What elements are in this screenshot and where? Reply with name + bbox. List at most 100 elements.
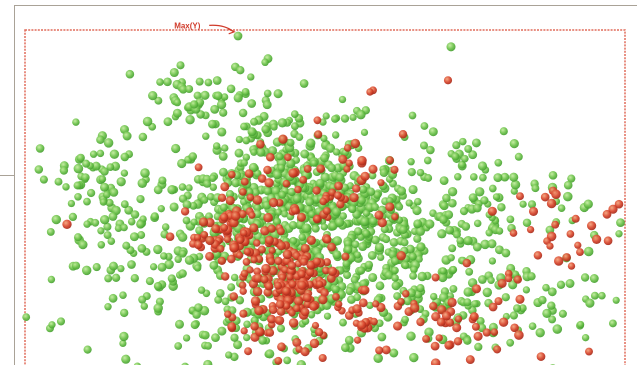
- point-s2-259: [360, 171, 370, 181]
- point-s1-315: [395, 202, 404, 211]
- point-s2-261: [227, 170, 236, 179]
- point-s2-197: [229, 242, 240, 253]
- point-s1-336: [358, 185, 368, 194]
- point-s1-1242: [547, 301, 556, 310]
- point-s1-1331: [366, 301, 374, 310]
- point-s1-1337: [391, 274, 399, 282]
- point-s1-459: [240, 159, 248, 167]
- point-s1-952: [122, 131, 132, 141]
- point-s1-1256: [390, 256, 400, 266]
- point-s2-61: [263, 212, 273, 223]
- point-s1-1374: [459, 137, 467, 146]
- point-s1-387: [238, 108, 248, 118]
- point-s2-32: [229, 292, 239, 301]
- point-s1-1384: [48, 321, 56, 329]
- point-s1-921: [210, 104, 220, 114]
- point-s2-176: [219, 212, 229, 222]
- point-s2-140: [226, 254, 236, 264]
- point-s1-1352: [454, 173, 462, 181]
- point-s2-113: [323, 235, 332, 244]
- point-s1-998: [86, 188, 96, 198]
- point-s1-665: [415, 226, 426, 236]
- point-s1-736: [452, 230, 461, 239]
- point-s2-95: [332, 293, 340, 301]
- point-s1-1164: [522, 218, 532, 228]
- point-s2-397: [352, 304, 362, 314]
- point-s1-1220: [558, 309, 567, 318]
- point-s1-1308: [401, 261, 410, 270]
- point-s1-1275: [194, 303, 203, 312]
- point-s1-812: [501, 293, 510, 302]
- point-s2-365: [453, 337, 463, 346]
- point-s2-311: [275, 315, 285, 326]
- point-s1-458: [234, 148, 244, 158]
- point-s1-631: [353, 251, 362, 259]
- point-s1-951: [46, 227, 55, 236]
- point-s1-1228: [580, 273, 590, 282]
- point-s2-239: [349, 192, 359, 203]
- point-s2-356: [504, 274, 513, 283]
- point-s1-995: [103, 190, 111, 199]
- point-s1-1042: [114, 224, 123, 232]
- point-s1-1018: [194, 264, 202, 272]
- point-s2-210: [316, 164, 326, 174]
- point-s1-535: [185, 184, 193, 192]
- point-s2-294: [267, 314, 276, 324]
- point-s1-282: [288, 220, 298, 230]
- point-s2-412: [574, 241, 582, 249]
- point-s1-1153: [479, 173, 487, 182]
- point-s2-304: [292, 304, 301, 313]
- point-s1-948: [73, 233, 83, 242]
- point-s1-915: [233, 93, 243, 103]
- point-s2-409: [509, 229, 518, 237]
- point-s2-427: [608, 204, 618, 214]
- point-s1-754: [423, 156, 432, 165]
- point-s2-222: [368, 164, 378, 174]
- point-s1-923: [218, 151, 228, 161]
- point-s1-864: [417, 271, 427, 282]
- point-s1-1012: [111, 273, 121, 282]
- point-s1-780: [414, 290, 423, 299]
- point-s2-277: [284, 153, 292, 162]
- point-s1-1062: [153, 281, 163, 291]
- point-s1-1377: [494, 158, 503, 167]
- point-s2-346: [494, 297, 503, 306]
- point-s1-470: [256, 147, 266, 157]
- point-s1-599: [200, 196, 209, 204]
- point-s2-220: [276, 227, 285, 236]
- point-s1-1172: [445, 225, 455, 235]
- point-s2-104: [320, 288, 329, 297]
- point-s1-920: [156, 78, 164, 86]
- point-s1-466: [305, 197, 315, 207]
- point-s1-1043: [122, 241, 131, 250]
- point-s1-1188: [485, 229, 493, 237]
- point-s2-415: [566, 230, 575, 238]
- point-s1-958: [59, 166, 69, 175]
- point-s1-490: [250, 148, 258, 156]
- point-s1-829: [409, 352, 419, 363]
- point-s2-229: [264, 235, 274, 245]
- point-s2-237: [352, 184, 361, 193]
- point-s1-1096: [133, 362, 141, 365]
- point-s2-416: [571, 214, 580, 223]
- point-s2-258: [240, 177, 249, 186]
- point-s1-912: [247, 127, 257, 137]
- point-s1-832: [403, 296, 413, 306]
- point-s1-380: [273, 89, 283, 99]
- point-s1-933: [39, 175, 48, 184]
- point-s1-789: [424, 327, 434, 337]
- point-s1-899: [240, 122, 248, 131]
- point-s2-145: [260, 226, 270, 236]
- point-s1-428: [356, 109, 366, 120]
- point-s2-373: [314, 328, 324, 337]
- point-s2-93: [297, 270, 306, 279]
- point-s1-767: [506, 215, 515, 224]
- point-s1-1066: [178, 249, 187, 258]
- point-s2-89: [281, 265, 289, 274]
- point-s1-1301: [342, 259, 351, 268]
- point-s2-332: [497, 278, 507, 288]
- point-s2-264: [396, 251, 406, 261]
- point-s2-201: [267, 224, 276, 233]
- point-s1-553: [218, 167, 228, 177]
